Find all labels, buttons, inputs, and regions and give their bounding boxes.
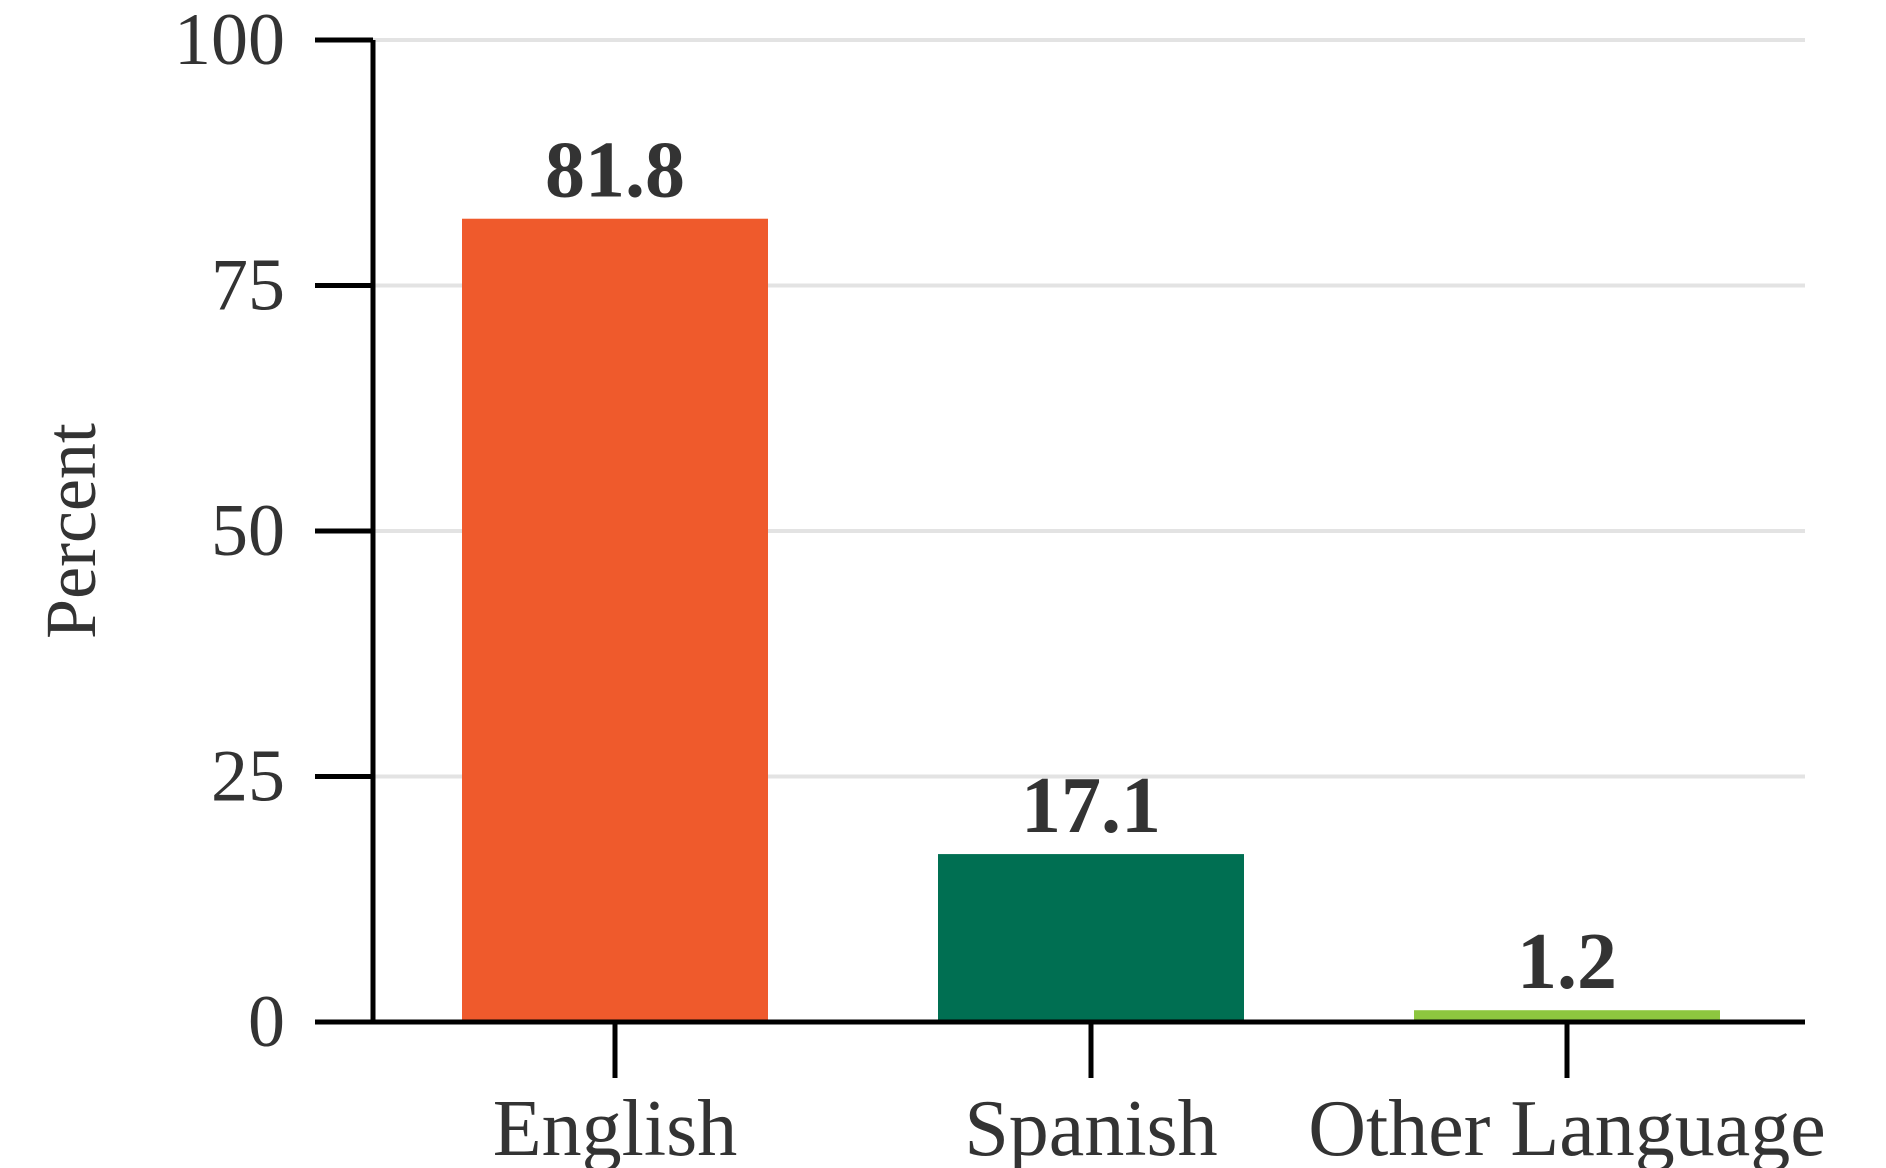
x-category-label: Other Language [1308, 1085, 1826, 1168]
y-tick-label: 75 [211, 245, 285, 327]
y-axis-title: Percent [31, 423, 111, 639]
bar-value-label: 1.2 [1517, 918, 1617, 1006]
x-category-label: Spanish [964, 1085, 1217, 1168]
bars [462, 218, 1720, 1022]
x-category-label: English [493, 1085, 737, 1168]
y-tick-label: 25 [211, 736, 285, 818]
y-tick-label: 50 [211, 490, 285, 572]
labels: 0 25 50 75 100 English Spanish Other Language 81… [31, 0, 1826, 1168]
y-tick-label: 100 [174, 0, 285, 81]
axes [315, 37, 1805, 1078]
bar-english [462, 218, 768, 1022]
bar-value-label: 17.1 [1021, 762, 1161, 850]
bar-spanish [938, 854, 1244, 1022]
bar-value-label: 81.8 [545, 127, 685, 215]
y-tick-label: 0 [248, 981, 285, 1063]
bar-other-language [1414, 1010, 1720, 1022]
